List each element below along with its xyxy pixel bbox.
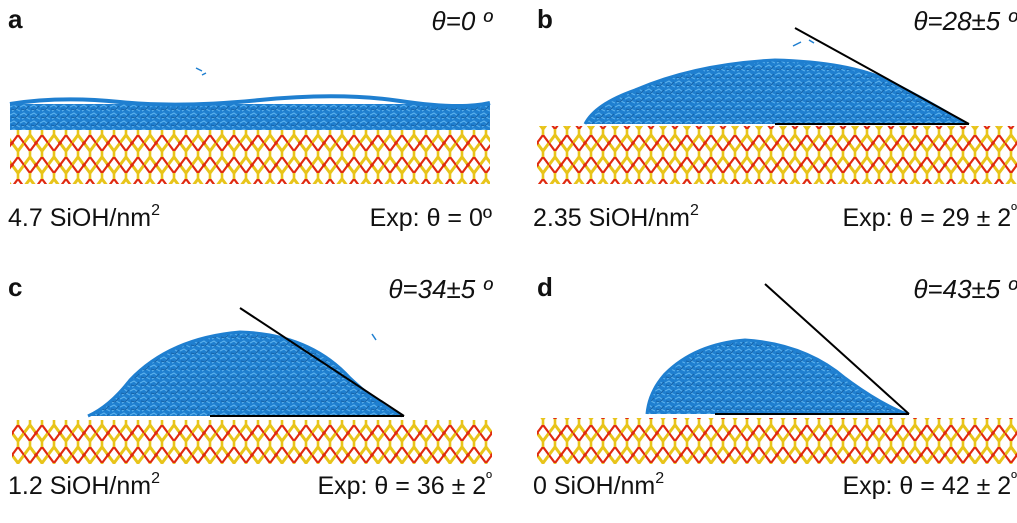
simulation-image-b — [537, 27, 1017, 184]
panel-letter: a — [8, 4, 23, 34]
water-droplet — [585, 60, 965, 124]
tangent-line — [239, 307, 405, 417]
simulation-image-c — [12, 307, 492, 464]
silanol-density-label: 1.2 SiOH/nm2 — [8, 470, 161, 500]
panel-c: c θ=34±5 º 1.2 SiOH/nm2 Exp: θ = 36 ± 2º — [0, 268, 500, 523]
silanol-density-label: 4.7 SiOH/nm2 — [8, 202, 161, 232]
simulation-image-a — [9, 67, 491, 184]
silanol-density-label: 0 SiOH/nm2 — [533, 470, 665, 500]
panel-letter: d — [537, 272, 553, 302]
silica-substrate — [10, 128, 490, 184]
tangent-line — [764, 283, 910, 415]
contact-angle-label: θ=34±5 º — [388, 274, 492, 304]
silica-substrate — [12, 420, 492, 464]
water-droplet — [647, 340, 907, 414]
experimental-angle-label: Exp: θ = 36 ± 2º — [317, 470, 492, 500]
silica-substrate — [537, 126, 1017, 184]
panel-a: a θ=0 º 4.7 SiOH/nm2 Exp: θ = 0º — [0, 0, 500, 255]
silanol-density-label: 2.35 SiOH/nm2 — [533, 202, 699, 232]
panel-letter: b — [537, 4, 553, 34]
experimental-angle-label: Exp: θ = 29 ± 2º — [842, 202, 1017, 232]
panel-letter: c — [8, 272, 23, 302]
contact-angle-label: θ=28±5 º — [913, 6, 1017, 36]
contact-angle-label: θ=0 º — [431, 6, 492, 36]
experimental-angle-label: Exp: θ = 42 ± 2º — [842, 470, 1017, 500]
silica-substrate — [537, 418, 1017, 464]
tangent-line — [794, 27, 970, 125]
water-film — [10, 104, 490, 130]
experimental-angle-label: Exp: θ = 0º — [369, 204, 492, 232]
contact-angle-label: θ=43±5 º — [913, 274, 1017, 304]
panel-d: d θ=43±5 º 0 SiOH/nm2 Exp: θ = 42 ± 2º — [525, 268, 1017, 523]
simulation-image-d — [537, 283, 1017, 464]
panel-b: b θ=28±5 º 2.35 SiOH/nm2 Exp: θ = 29 ± 2… — [525, 0, 1017, 255]
